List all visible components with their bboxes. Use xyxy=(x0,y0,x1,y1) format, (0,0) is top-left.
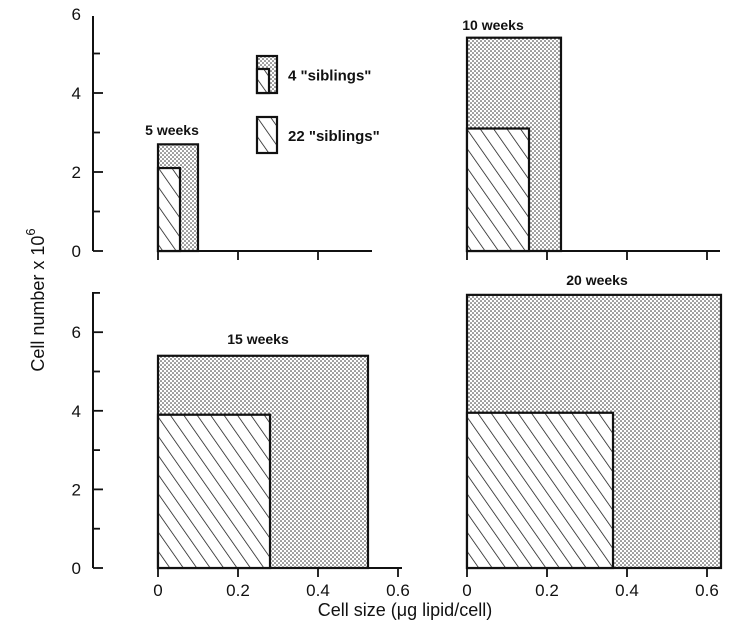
y-tick-label: 0 xyxy=(72,559,81,578)
legend-swatch-hatched-inset xyxy=(255,67,271,95)
panel-2: 10 weeks xyxy=(462,17,720,260)
y-tick-label: 2 xyxy=(72,163,81,182)
legend-label: 4 "siblings" xyxy=(288,68,371,85)
legend-swatch-hatched xyxy=(255,115,279,155)
y-tick-label: 2 xyxy=(72,480,81,499)
y-tick-label: 6 xyxy=(72,5,81,24)
x-tick-label: 0.6 xyxy=(695,581,719,600)
chart-legend: 4 "siblings" 22 "siblings" xyxy=(255,54,380,155)
panel-title: 20 weeks xyxy=(566,272,628,288)
x-axis-title: Cell size (μg lipid/cell) xyxy=(318,600,492,620)
panel-title: 10 weeks xyxy=(462,17,524,33)
panel-1: 0 2 4 6 5 weeks xyxy=(72,5,372,261)
bar-22-siblings xyxy=(156,413,272,570)
x-tick-label: 0 xyxy=(462,581,471,600)
legend-label: 22 "siblings" xyxy=(288,128,380,145)
x-tick-label: 0.2 xyxy=(226,581,250,600)
panel-title: 15 weeks xyxy=(227,331,289,347)
y-tick-label: 4 xyxy=(72,402,81,421)
bar-22-siblings xyxy=(156,166,182,253)
y-tick-label: 4 xyxy=(72,84,81,103)
panel-3: 0 0.2 0.4 0.6 0 2 4 6 15 weeks xyxy=(72,291,410,600)
bar-22-siblings xyxy=(465,127,531,253)
bar-22-siblings xyxy=(465,411,615,570)
y-axis-title: Cell number x 106 xyxy=(23,228,48,371)
x-tick-label: 0.2 xyxy=(535,581,559,600)
panel-title: 5 weeks xyxy=(145,122,199,138)
x-tick-label: 0.4 xyxy=(306,581,330,600)
y-tick-label: 0 xyxy=(72,242,81,261)
y-tick-label: 6 xyxy=(72,323,81,342)
x-tick-label: 0.4 xyxy=(615,581,639,600)
x-tick-label: 0.6 xyxy=(386,581,410,600)
panel-4: 0 0.2 0.4 0.6 20 weeks xyxy=(462,272,723,600)
x-tick-label: 0 xyxy=(153,581,162,600)
